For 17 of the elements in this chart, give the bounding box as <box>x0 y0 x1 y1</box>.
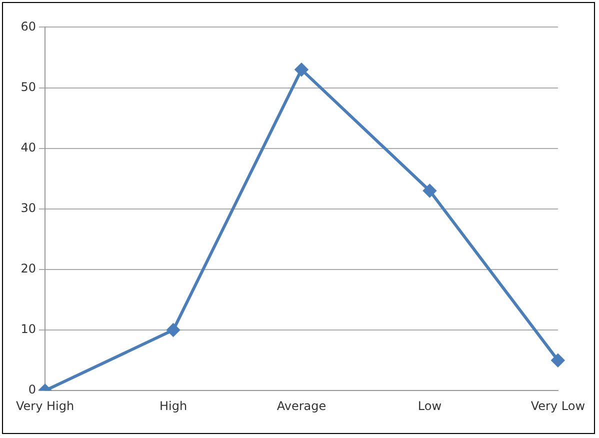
y-tick-label: 50 <box>20 80 36 94</box>
y-tick-label: 20 <box>20 262 36 276</box>
point <box>166 324 180 337</box>
point <box>294 63 308 76</box>
x-tick-label: High <box>159 398 188 413</box>
y-tick-label: 0 <box>28 382 36 397</box>
point <box>423 184 436 198</box>
x-tick-label: Very High <box>16 398 74 413</box>
y-tick-label: 10 <box>20 322 36 336</box>
x-tick-label: Low <box>418 398 442 413</box>
y-tick-label: 60 <box>20 19 36 34</box>
x-tick-label: Very Low <box>530 398 586 413</box>
chart-frame: Very High High Average Low Very Low 0 10 20 30 40 50 60 <box>2 2 595 434</box>
x-tick-label: Average <box>276 398 326 413</box>
y-tick-label: 40 <box>20 140 36 154</box>
y-tick-label: 30 <box>20 201 36 216</box>
point <box>551 354 564 367</box>
